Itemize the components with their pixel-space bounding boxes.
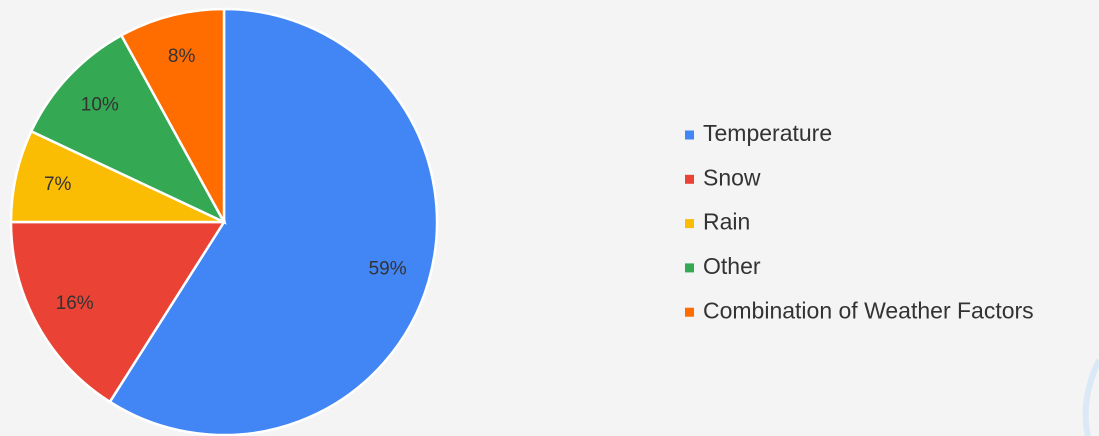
legend-label: Combination of Weather Factors	[703, 297, 1034, 323]
slice-label: 8%	[168, 46, 196, 67]
slice-label: 16%	[56, 293, 94, 314]
pie-slice	[29, 33, 227, 225]
legend-label: Rain	[703, 209, 750, 235]
legend-label: Temperature	[703, 120, 832, 146]
pie-slice	[9, 220, 227, 404]
decoration	[1082, 358, 1099, 436]
slice-label: 59%	[369, 259, 407, 280]
legend-swatch	[685, 130, 694, 140]
legend-swatch	[685, 307, 694, 317]
pie-slice	[119, 7, 226, 223]
legend-label: Other	[703, 253, 761, 279]
legend-swatch	[685, 219, 694, 229]
legend-label: Snow	[703, 164, 761, 190]
legend-swatch	[685, 263, 694, 273]
pie-slice	[108, 7, 439, 436]
slice-label: 7%	[44, 174, 72, 195]
legend-swatch	[685, 174, 694, 184]
slice-label: 10%	[81, 94, 119, 115]
